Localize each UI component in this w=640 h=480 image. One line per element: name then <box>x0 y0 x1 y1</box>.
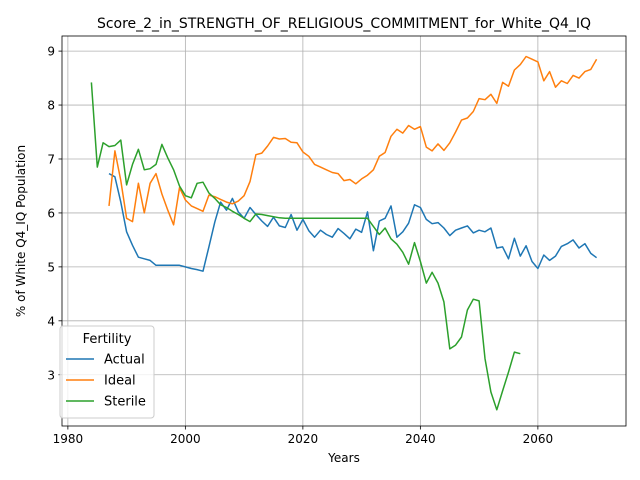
chart-title: Score_2_in_STRENGTH_OF_RELIGIOUS_COMMITM… <box>97 16 591 32</box>
y-tick-label: 8 <box>47 99 55 113</box>
y-axis-ticks: 3 4 5 6 7 8 9 <box>47 45 62 382</box>
y-tick-label: 6 <box>47 206 55 220</box>
x-tick-label: 2000 <box>170 432 201 446</box>
y-tick-label: 9 <box>47 45 55 59</box>
legend-title: Fertility <box>83 332 132 347</box>
legend-label-actual: Actual <box>104 353 145 368</box>
y-tick-label: 4 <box>47 314 55 328</box>
x-tick-label: 2020 <box>288 432 319 446</box>
legend-box <box>59 325 155 419</box>
legend-label-ideal: Ideal <box>104 374 136 389</box>
x-axis-ticks: 1980 2000 2020 2040 2060 <box>53 426 554 446</box>
x-tick-label: 2040 <box>405 432 436 446</box>
grid-lines <box>62 36 626 426</box>
x-tick-label: 2060 <box>523 432 554 446</box>
legend-label-sterile: Sterile <box>104 395 146 410</box>
x-tick-label: 1980 <box>53 432 84 446</box>
y-tick-label: 3 <box>47 368 55 382</box>
legend: Fertility Actual Ideal Sterile <box>59 325 155 419</box>
y-tick-label: 5 <box>47 260 55 274</box>
plot-area <box>62 36 626 426</box>
series-lines <box>90 55 598 411</box>
x-axis-label: Years <box>327 451 360 465</box>
y-axis-label: % of White Q4_IQ Population <box>14 145 28 317</box>
plot-frame <box>61 35 627 427</box>
series-line-actual <box>108 172 598 272</box>
legend-entries: Actual Ideal Sterile <box>66 353 146 410</box>
y-tick-label: 7 <box>47 152 55 166</box>
series-line-sterile <box>90 82 521 411</box>
series-line-ideal <box>108 55 598 226</box>
